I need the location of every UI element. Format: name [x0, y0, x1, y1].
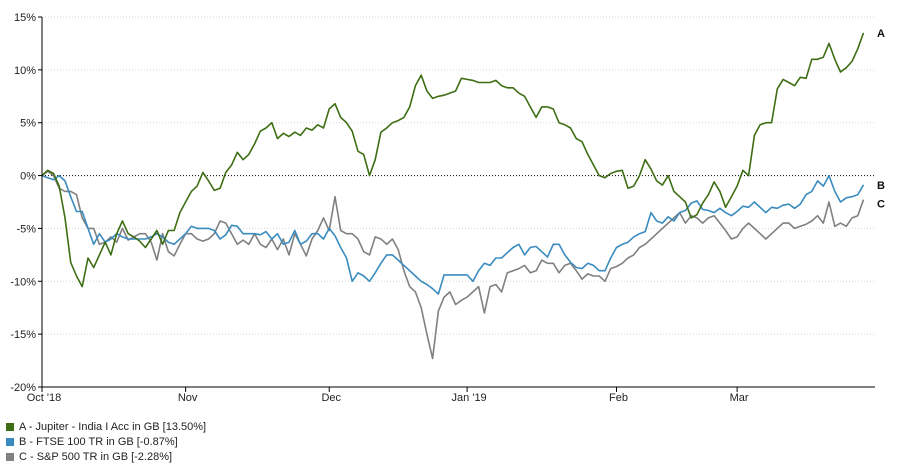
x-tick-label: Feb [609, 392, 628, 404]
x-tick-label: Dec [321, 392, 341, 404]
gridlines [42, 16, 875, 388]
end-label-b: B [877, 180, 885, 192]
legend-label: A - Jupiter - India I Acc in GB [13.50%] [19, 420, 207, 433]
legend-swatch [6, 422, 14, 431]
x-tick-label: Mar [730, 392, 749, 404]
y-tick-label: 0% [20, 171, 36, 183]
y-tick-label: 10% [14, 65, 36, 77]
series-line-c [41, 170, 865, 360]
legend: A - Jupiter - India I Acc in GB [13.50%]… [6, 419, 206, 464]
series-lines [41, 32, 865, 360]
y-tick-label: -20% [10, 382, 36, 394]
y-tick-label: 15% [14, 12, 36, 24]
legend-item-c: C - S&P 500 TR in GB [-2.28%] [6, 449, 206, 464]
end-label-a: A [877, 28, 885, 40]
legend-label: B - FTSE 100 TR in GB [-0.87%] [19, 435, 178, 448]
legend-item-a: A - Jupiter - India I Acc in GB [13.50%] [6, 419, 206, 434]
axes [41, 17, 875, 388]
x-tick-label: Oct '18 [27, 392, 62, 404]
legend-swatch [6, 437, 14, 446]
x-axis-ticks: Oct '18 Nov Dec Jan '19 Feb Mar [27, 387, 749, 404]
y-axis-ticks: 15% 10% 5% 0% -5% -10% -15% -20% [10, 12, 42, 394]
x-tick-label: Jan '19 [452, 392, 487, 404]
legend-label: C - S&P 500 TR in GB [-2.28%] [19, 450, 173, 463]
end-label-c: C [877, 199, 885, 211]
y-tick-label: -10% [10, 276, 36, 288]
y-tick-label: -15% [10, 329, 36, 341]
y-tick-label: 5% [20, 118, 36, 130]
legend-item-b: B - FTSE 100 TR in GB [-0.87%] [6, 434, 206, 449]
series-line-a [41, 32, 865, 288]
series-line-b [41, 174, 865, 295]
y-tick-label: -5% [16, 223, 36, 235]
x-tick-label: Nov [178, 392, 198, 404]
legend-swatch [6, 452, 14, 461]
series-end-labels: A BC [877, 28, 885, 211]
